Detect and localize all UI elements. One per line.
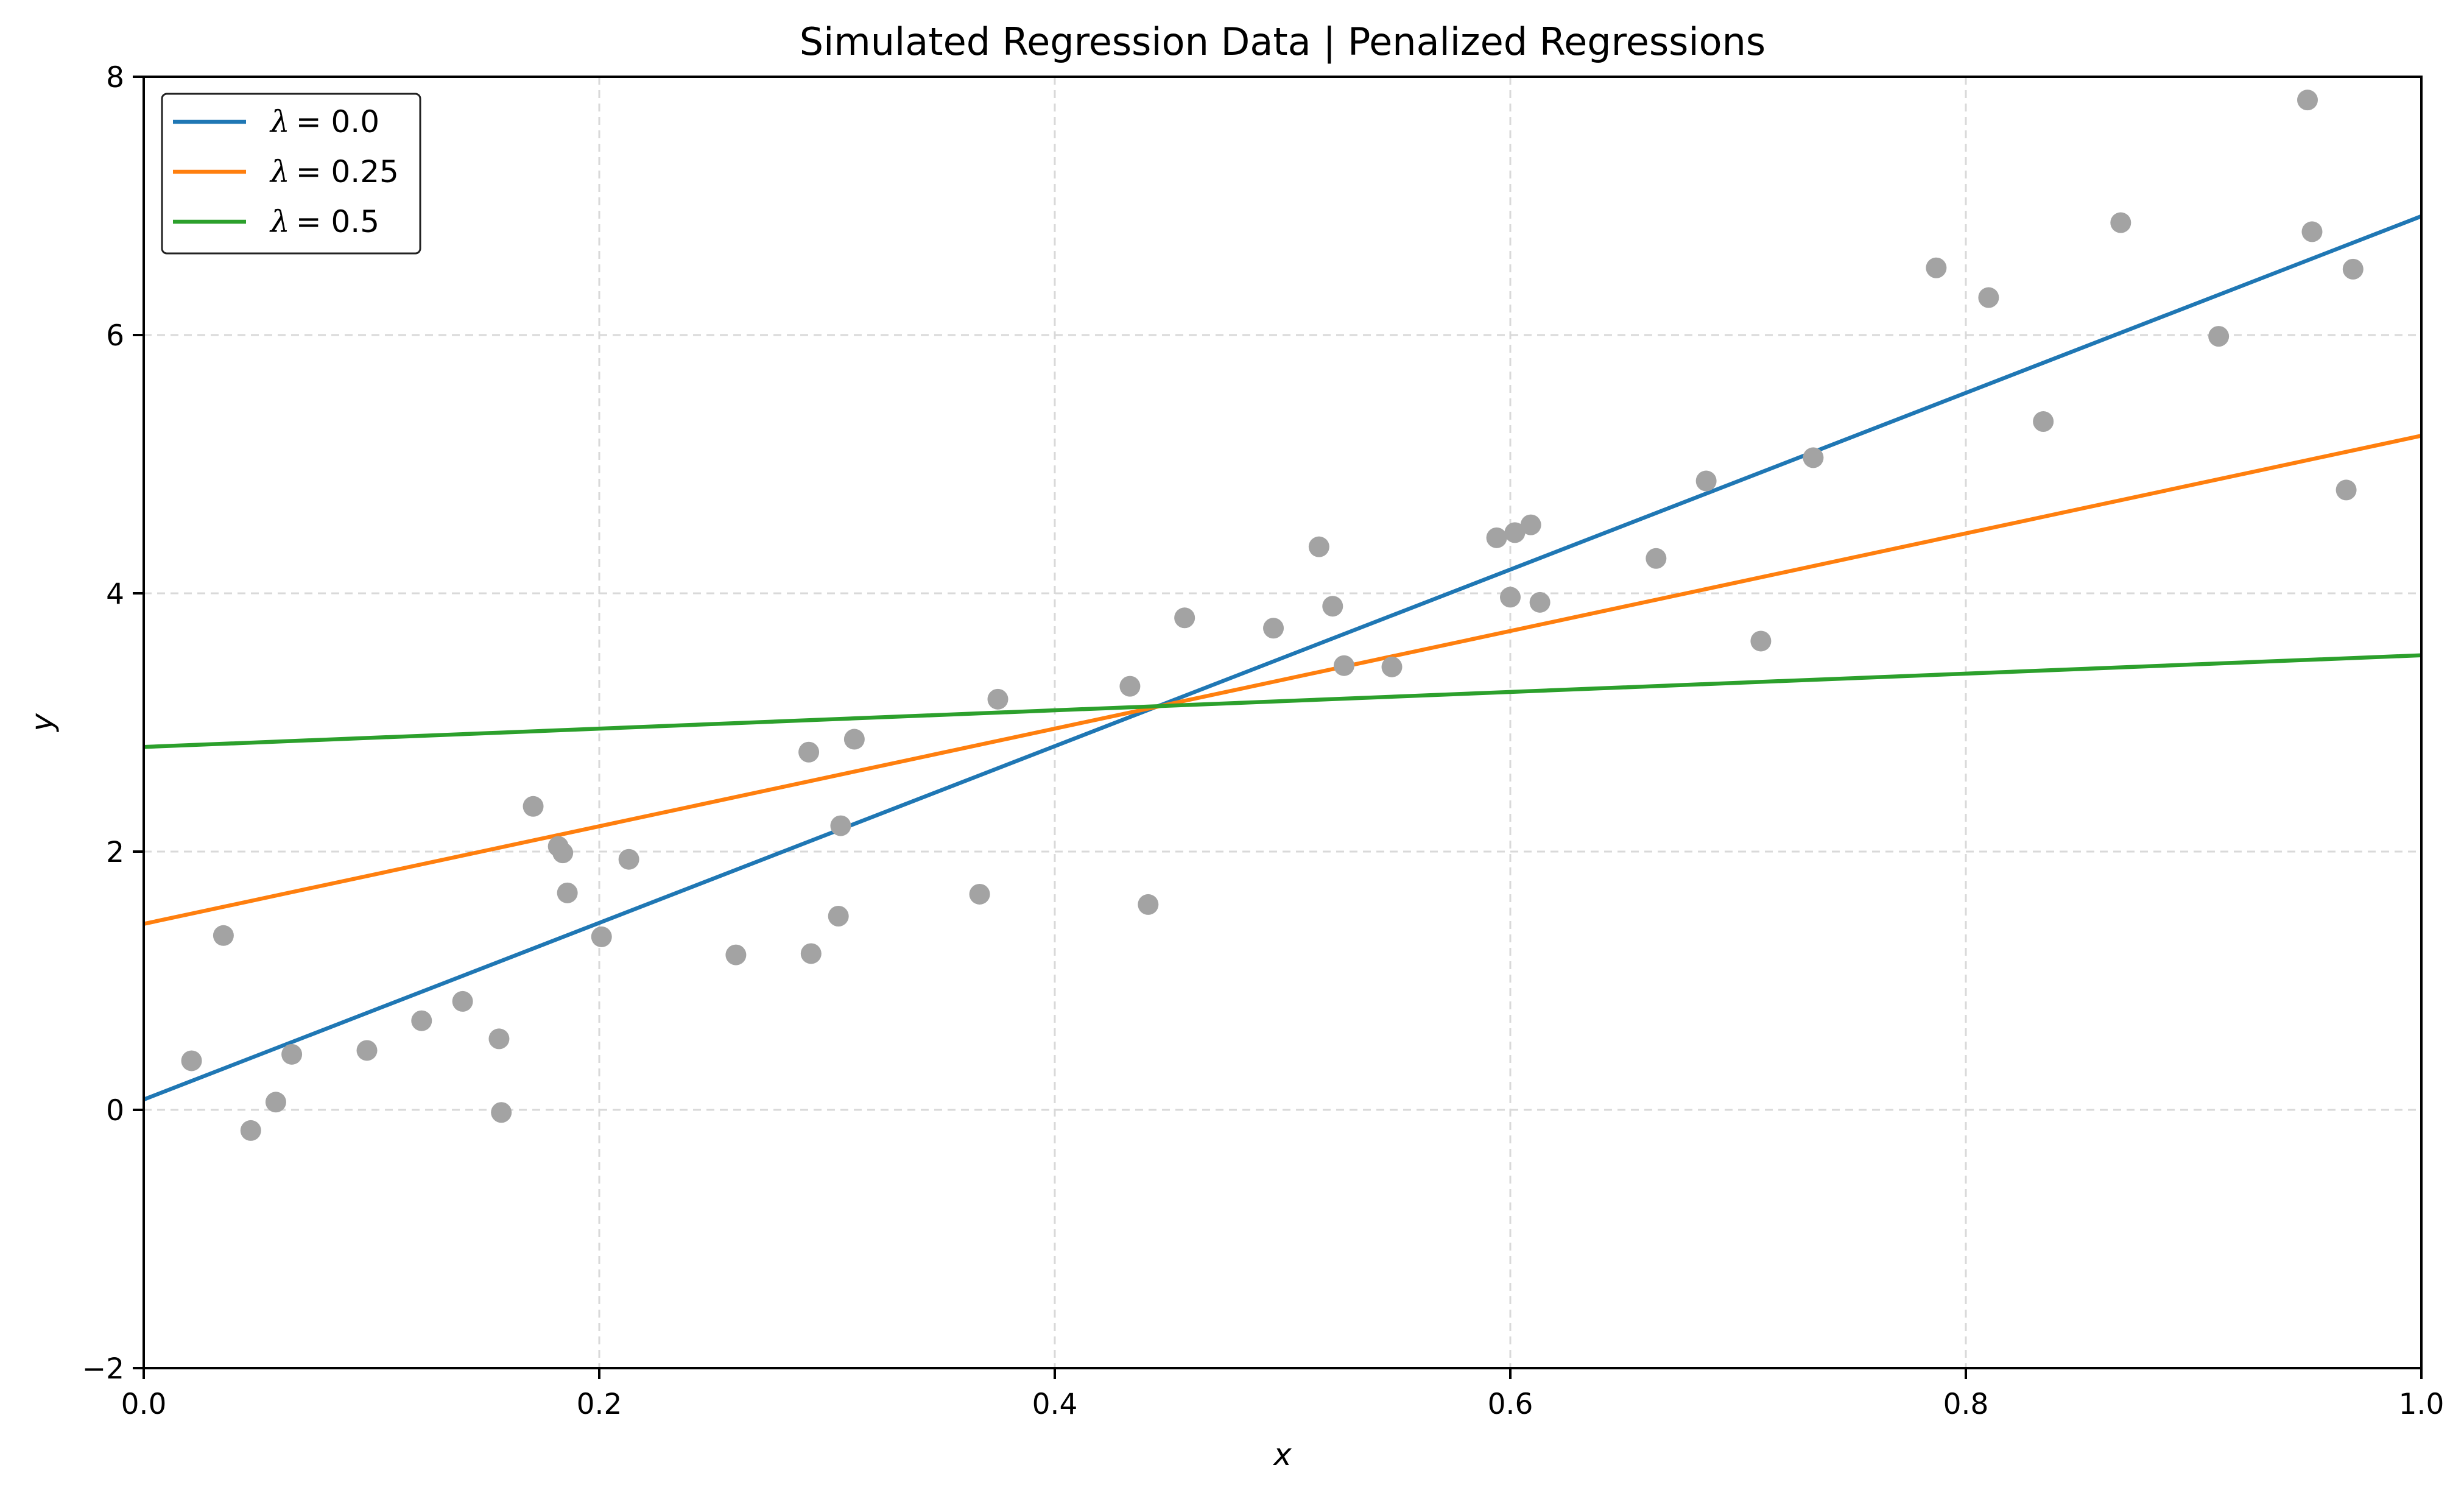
x-tick-label-3: 0.6	[1488, 1388, 1533, 1421]
data-point-41	[1926, 257, 1947, 278]
x-axis-ticks: 0.0 0.2 0.4 0.6 0.8 1.0	[121, 1368, 2445, 1421]
data-point-19	[828, 906, 849, 927]
data-points	[181, 90, 2364, 1141]
data-point-34	[1504, 522, 1526, 543]
data-point-44	[2110, 212, 2131, 233]
data-point-24	[1119, 676, 1141, 697]
data-point-9	[491, 1102, 512, 1123]
chart-title: Simulated Regression Data | Penalized Re…	[800, 19, 1765, 65]
x-tick-label-1: 0.2	[577, 1388, 622, 1421]
data-point-2	[240, 1120, 261, 1141]
data-point-35	[1520, 514, 1541, 535]
y-tick-label-4: 6	[106, 319, 124, 353]
legend: λ = 0.0λ = 0.25λ = 0.5	[161, 93, 421, 255]
legend-lambda-value-1: = 0.25	[296, 154, 399, 189]
data-point-27	[1263, 618, 1284, 639]
legend-lambda-symbol-1: λ	[269, 154, 290, 189]
grid	[144, 77, 2421, 1368]
data-point-5	[356, 1040, 378, 1061]
data-point-3	[265, 1092, 286, 1113]
data-point-48	[2336, 479, 2357, 501]
legend-label-2: λ = 0.5	[269, 204, 379, 239]
data-point-16	[725, 944, 747, 965]
data-point-45	[2208, 326, 2230, 347]
regression-line-1	[143, 434, 2422, 926]
data-point-4	[281, 1043, 303, 1065]
data-point-39	[1750, 630, 1772, 652]
data-point-28	[1308, 536, 1329, 557]
legend-lambda-value-2: = 0.5	[296, 204, 379, 239]
data-point-37	[1646, 548, 1667, 569]
data-point-7	[452, 990, 473, 1012]
data-point-6	[411, 1010, 432, 1031]
regression-lines	[143, 214, 2423, 1102]
data-point-15	[618, 849, 639, 870]
regression-line-0	[143, 214, 2423, 1102]
data-point-33	[1500, 587, 1521, 608]
data-point-43	[2033, 411, 2054, 432]
data-point-25	[1138, 894, 1159, 915]
data-point-30	[1333, 655, 1354, 676]
data-point-13	[557, 882, 578, 903]
data-point-20	[830, 815, 851, 836]
y-tick-label-5: 8	[106, 61, 124, 94]
x-tick-label-0: 0.0	[121, 1388, 167, 1421]
data-point-22	[969, 883, 990, 905]
legend-lambda-symbol-2: λ	[269, 204, 290, 239]
data-point-8	[488, 1028, 510, 1050]
y-tick-label-1: 0	[106, 1094, 124, 1128]
data-point-29	[1322, 596, 1343, 617]
data-point-49	[2342, 258, 2364, 280]
data-point-18	[800, 943, 822, 964]
data-point-17	[798, 741, 820, 763]
data-point-12	[552, 842, 574, 864]
data-point-21	[843, 729, 865, 750]
y-axis-label: y	[24, 713, 60, 733]
data-point-47	[2301, 221, 2323, 242]
legend-lambda-value-0: = 0.0	[296, 104, 379, 139]
data-point-14	[591, 926, 612, 947]
legend-label-1: λ = 0.25	[269, 154, 399, 189]
x-tick-label-4: 0.8	[1943, 1388, 1989, 1421]
x-tick-label-2: 0.4	[1032, 1388, 1078, 1421]
y-tick-label-0: −2	[82, 1352, 124, 1386]
legend-frame	[161, 93, 421, 255]
regression-line-2	[143, 653, 2422, 749]
data-point-26	[1174, 607, 1195, 629]
data-point-46	[2297, 90, 2318, 111]
data-point-32	[1486, 527, 1507, 548]
data-point-23	[987, 688, 1008, 710]
data-point-42	[1978, 287, 1999, 308]
data-point-40	[1803, 447, 1824, 468]
axes-frame	[143, 76, 2423, 1369]
legend-lambda-symbol-0: λ	[269, 104, 290, 139]
data-point-38	[1695, 470, 1717, 492]
x-tick-label-5: 1.0	[2399, 1388, 2445, 1421]
data-point-10	[523, 796, 544, 817]
data-point-1	[213, 925, 234, 946]
x-axis-label: x	[1272, 1437, 1292, 1472]
y-tick-label-2: 2	[106, 836, 124, 869]
y-axis-ticks: −2 0 2 4 6 8	[82, 61, 144, 1386]
data-point-36	[1529, 591, 1551, 613]
legend-label-0: λ = 0.0	[269, 104, 379, 139]
data-point-0	[181, 1050, 202, 1071]
data-point-31	[1381, 656, 1403, 677]
y-tick-label-3: 4	[106, 577, 124, 611]
